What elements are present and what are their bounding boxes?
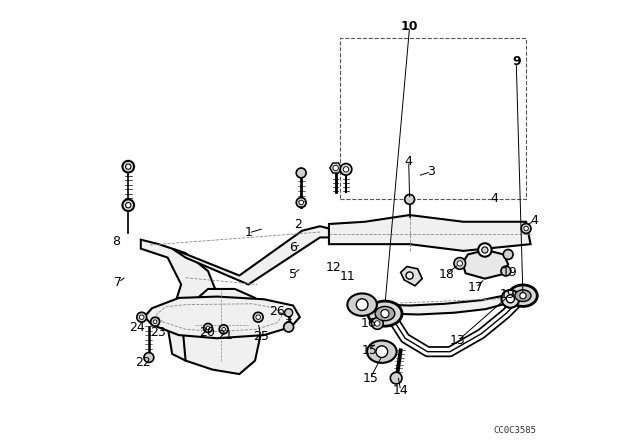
Text: 7: 7 bbox=[115, 276, 122, 289]
Text: 19: 19 bbox=[499, 288, 515, 302]
Circle shape bbox=[404, 194, 415, 204]
Polygon shape bbox=[172, 226, 329, 284]
Text: 26: 26 bbox=[269, 305, 285, 318]
Text: 4: 4 bbox=[404, 155, 413, 168]
Polygon shape bbox=[184, 289, 262, 374]
Text: 19: 19 bbox=[501, 266, 517, 279]
Ellipse shape bbox=[515, 290, 531, 302]
Text: 2: 2 bbox=[294, 217, 301, 231]
Circle shape bbox=[206, 326, 210, 330]
Circle shape bbox=[374, 321, 380, 326]
Circle shape bbox=[125, 164, 131, 169]
Circle shape bbox=[333, 165, 339, 171]
Circle shape bbox=[371, 318, 383, 329]
Polygon shape bbox=[145, 297, 300, 338]
Circle shape bbox=[376, 346, 388, 358]
Text: 17: 17 bbox=[468, 281, 484, 294]
Circle shape bbox=[506, 295, 515, 303]
Text: 22: 22 bbox=[135, 356, 151, 370]
Circle shape bbox=[343, 167, 349, 172]
Circle shape bbox=[524, 226, 529, 231]
Circle shape bbox=[122, 199, 134, 211]
Circle shape bbox=[125, 202, 131, 208]
Circle shape bbox=[390, 372, 402, 384]
Polygon shape bbox=[141, 240, 221, 361]
Text: 23: 23 bbox=[150, 326, 166, 339]
Circle shape bbox=[502, 290, 520, 308]
Circle shape bbox=[219, 325, 228, 334]
Text: 4: 4 bbox=[530, 214, 538, 227]
Circle shape bbox=[204, 323, 212, 332]
Text: 1: 1 bbox=[244, 226, 252, 240]
Circle shape bbox=[454, 258, 466, 269]
Text: 14: 14 bbox=[393, 384, 408, 397]
Polygon shape bbox=[329, 215, 531, 251]
Text: 3: 3 bbox=[427, 165, 435, 178]
Text: 18: 18 bbox=[438, 267, 454, 281]
Polygon shape bbox=[330, 163, 342, 173]
Circle shape bbox=[285, 309, 292, 317]
Circle shape bbox=[137, 312, 147, 322]
Circle shape bbox=[144, 353, 154, 362]
Circle shape bbox=[520, 293, 526, 299]
Circle shape bbox=[501, 266, 511, 276]
Circle shape bbox=[381, 310, 389, 318]
Ellipse shape bbox=[348, 293, 377, 316]
Text: 21: 21 bbox=[217, 328, 233, 342]
Circle shape bbox=[150, 317, 159, 326]
Circle shape bbox=[284, 322, 294, 332]
Polygon shape bbox=[360, 295, 511, 314]
Text: 15: 15 bbox=[362, 372, 378, 385]
Text: 15: 15 bbox=[362, 344, 377, 357]
Circle shape bbox=[482, 247, 488, 253]
Circle shape bbox=[256, 315, 260, 319]
Circle shape bbox=[340, 164, 352, 175]
Text: 5: 5 bbox=[289, 267, 297, 281]
Text: 6: 6 bbox=[289, 241, 297, 254]
Text: 9: 9 bbox=[512, 55, 520, 69]
Circle shape bbox=[296, 198, 306, 207]
Circle shape bbox=[299, 200, 303, 205]
Circle shape bbox=[457, 261, 463, 266]
Circle shape bbox=[154, 320, 157, 323]
Circle shape bbox=[503, 250, 513, 259]
Ellipse shape bbox=[368, 301, 402, 326]
Polygon shape bbox=[401, 267, 422, 286]
Ellipse shape bbox=[375, 306, 395, 321]
Circle shape bbox=[222, 327, 225, 331]
Circle shape bbox=[253, 312, 263, 322]
Circle shape bbox=[521, 224, 531, 233]
Text: 4: 4 bbox=[490, 191, 498, 205]
Text: 13: 13 bbox=[450, 334, 466, 347]
Text: 20: 20 bbox=[199, 326, 215, 339]
Text: 11: 11 bbox=[340, 270, 356, 284]
Ellipse shape bbox=[367, 340, 397, 363]
Circle shape bbox=[122, 161, 134, 172]
Circle shape bbox=[406, 272, 413, 279]
Text: 8: 8 bbox=[112, 234, 120, 248]
Circle shape bbox=[140, 315, 144, 319]
Text: 25: 25 bbox=[253, 330, 269, 344]
Text: CC0C3585: CC0C3585 bbox=[493, 426, 536, 435]
Polygon shape bbox=[463, 250, 508, 279]
Circle shape bbox=[478, 243, 492, 257]
Text: 24: 24 bbox=[129, 321, 145, 335]
Circle shape bbox=[296, 168, 306, 178]
Text: 12: 12 bbox=[326, 261, 341, 275]
Text: 16: 16 bbox=[360, 317, 376, 330]
Circle shape bbox=[356, 299, 368, 310]
Ellipse shape bbox=[509, 285, 538, 306]
Text: 10: 10 bbox=[401, 20, 419, 34]
